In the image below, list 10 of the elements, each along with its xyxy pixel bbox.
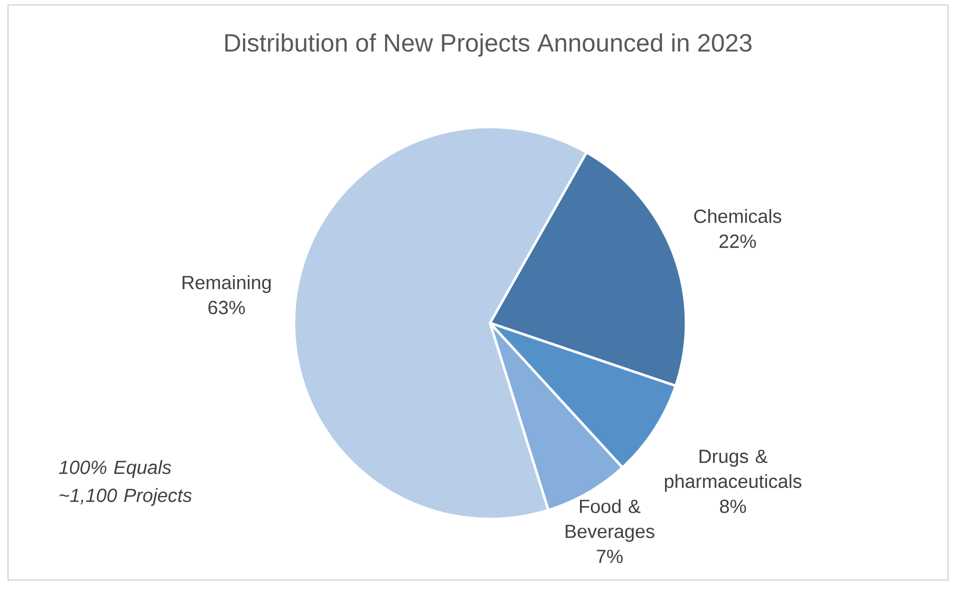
data-label: 8% <box>720 500 746 514</box>
slice-label: Drugs & pharmaceuticals <box>664 450 802 492</box>
chart-title: Distribution of New Projects Announced in 2023 <box>225 33 752 57</box>
data-label: 22% <box>720 234 756 248</box>
slice-label: Remaining <box>182 275 271 294</box>
data-label: 7% <box>596 550 623 564</box>
slice-label: Food & Beverages <box>566 499 654 542</box>
slice-label: Chemicals <box>694 209 782 224</box>
data-label: 63% <box>208 300 245 314</box>
text: 100% Equals ~1,100 Projects <box>59 460 192 506</box>
